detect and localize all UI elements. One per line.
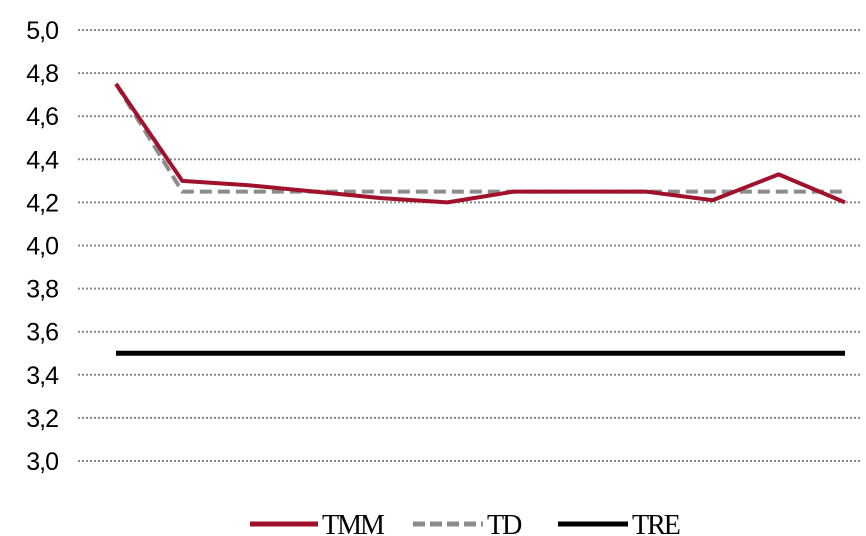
y-axis-ticks: 3,0 3,2 3,4 3,6 3,8 4,0 4,2 4,4 4,6 4,8 5,0 <box>26 17 60 476</box>
y-tick-label: 5,0 <box>26 17 58 45</box>
y-tick-label: 4,8 <box>26 60 58 88</box>
y-tick-label: 4,2 <box>26 189 58 217</box>
legend: TMM TD TRE <box>250 510 682 536</box>
series-line-td <box>114 82 845 194</box>
y-tick-label: 3,0 <box>26 448 58 476</box>
y-tick-label: 4,0 <box>26 233 58 261</box>
y-tick-label: 4,4 <box>26 146 59 174</box>
y-tick-label: 3,6 <box>26 319 58 347</box>
y-tick-label: 3,2 <box>26 405 58 433</box>
series-line-tmm <box>114 82 846 205</box>
legend-label-tre: TRE <box>632 510 680 536</box>
legend-label-tmm: TMM <box>322 510 385 536</box>
legend-label-td: TD <box>487 510 522 536</box>
y-tick-label: 3,8 <box>26 276 58 304</box>
series-lines <box>114 82 846 356</box>
gridlines <box>78 29 862 462</box>
y-tick-label: 4,6 <box>26 103 58 131</box>
y-tick-label: 3,4 <box>26 362 59 390</box>
